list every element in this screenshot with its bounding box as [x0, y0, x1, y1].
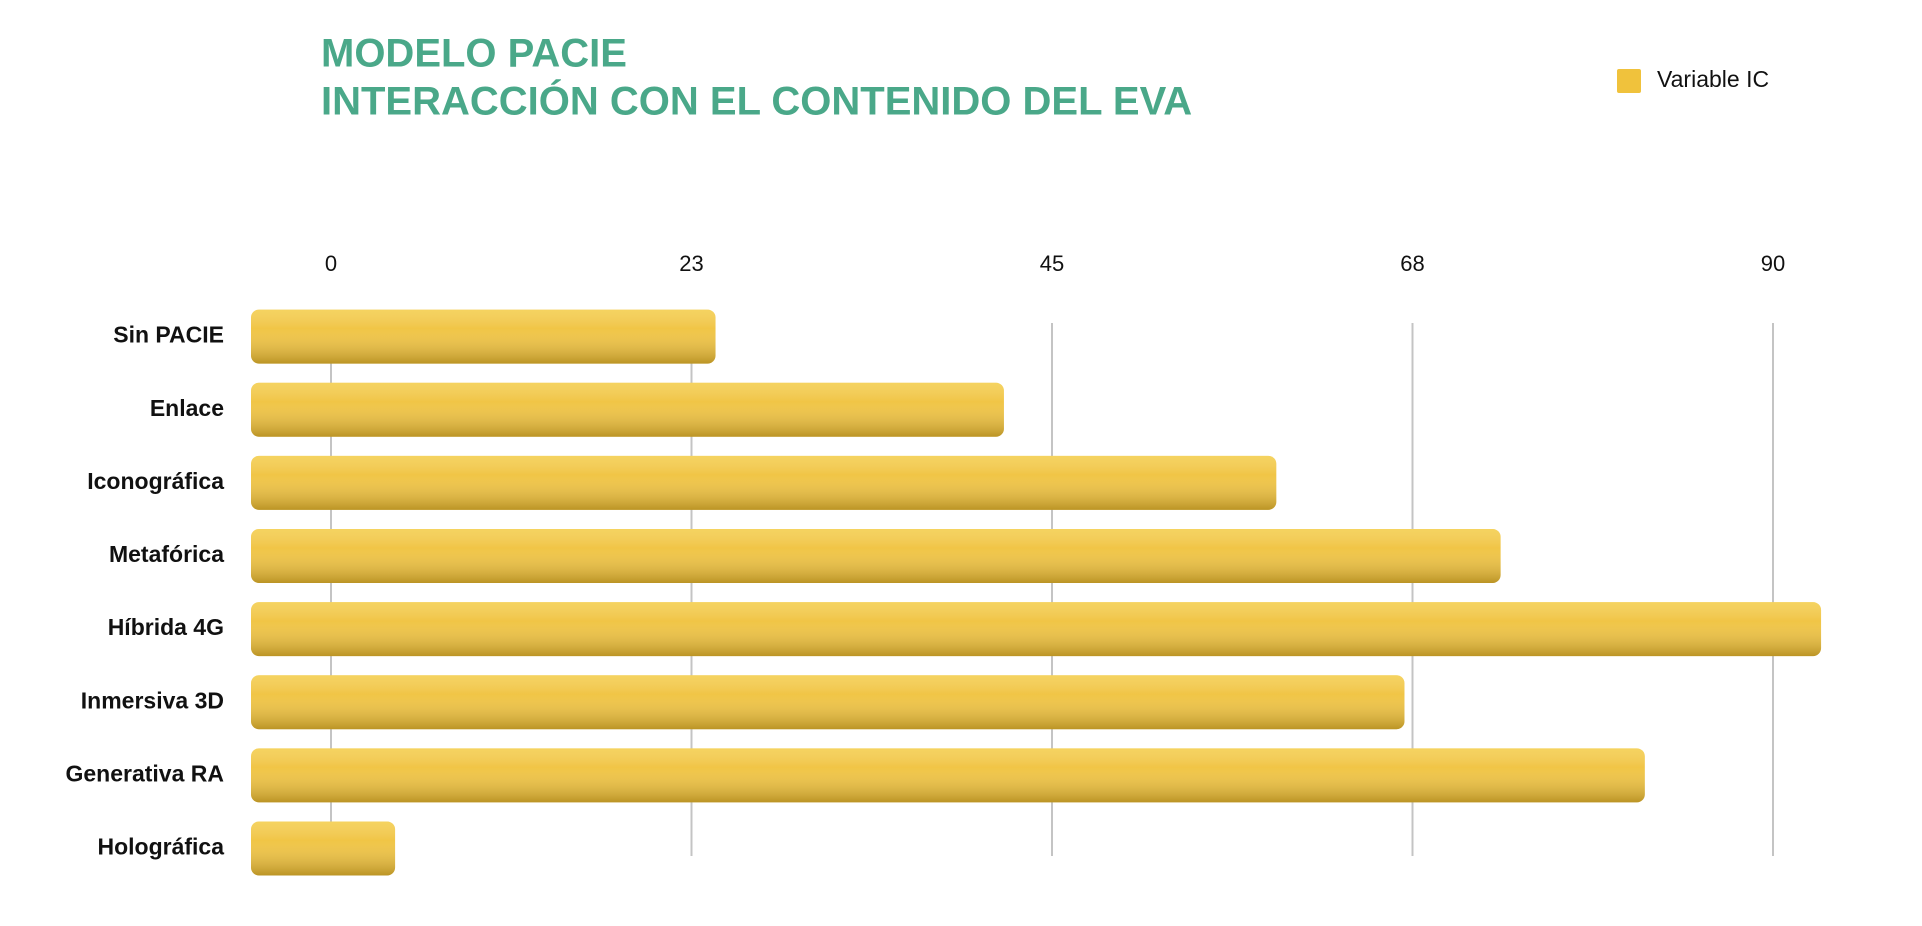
- y-tick-label: Iconográfica: [87, 468, 224, 494]
- x-tick-label: 45: [1040, 251, 1064, 276]
- chart-title: MODELO PACIE: [321, 32, 627, 76]
- bar: [251, 675, 1405, 730]
- bar: [251, 382, 1004, 437]
- y-tick-label: Inmersiva 3D: [81, 687, 224, 713]
- y-tick-label: Metafórica: [109, 541, 224, 567]
- bar: [251, 528, 1501, 583]
- bar: [251, 455, 1277, 510]
- y-tick-label: Sin PACIE: [113, 322, 224, 348]
- chart-subtitle: INTERACCIÓN CON EL CONTENIDO DEL EVA: [321, 78, 1192, 124]
- x-tick-label: 90: [1761, 251, 1785, 276]
- x-tick-label: 0: [325, 251, 337, 276]
- legend-swatch: [1617, 69, 1641, 93]
- y-tick-label: Holográfica: [97, 834, 224, 860]
- x-tick-label: 23: [679, 251, 703, 276]
- bar: [251, 748, 1645, 803]
- legend-label: Variable IC: [1657, 66, 1769, 92]
- bar: [251, 821, 396, 876]
- bar: [251, 602, 1822, 657]
- y-tick-label: Generativa RA: [65, 760, 224, 786]
- y-tick-label: Enlace: [150, 395, 224, 421]
- y-tick-label: Híbrida 4G: [108, 614, 224, 640]
- bar: [251, 309, 716, 364]
- x-tick-label: 68: [1400, 251, 1424, 276]
